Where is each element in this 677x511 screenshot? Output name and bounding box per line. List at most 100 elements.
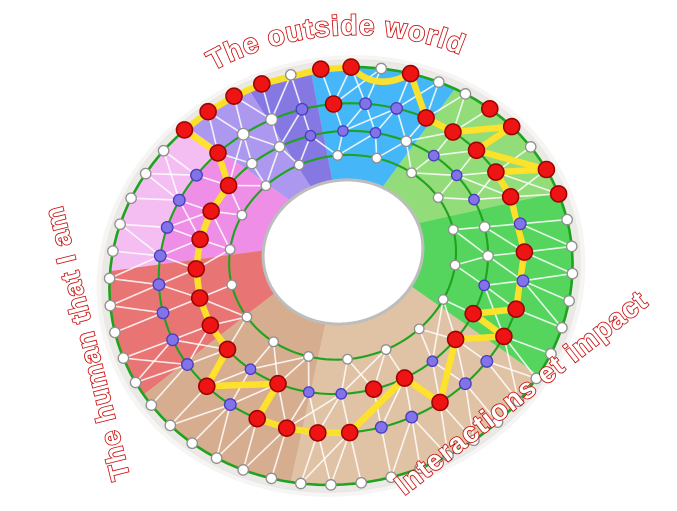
wheel-node-white[interactable] <box>265 113 279 126</box>
wheel-node-purple[interactable] <box>295 102 309 116</box>
wheel-node-red[interactable] <box>311 60 330 78</box>
wheel-node-white[interactable] <box>449 259 461 271</box>
wheel-node-purple[interactable] <box>374 420 388 434</box>
wheel-node-white[interactable] <box>224 244 236 255</box>
wheel-node-white[interactable] <box>332 149 344 161</box>
wheel-node-white[interactable] <box>468 434 480 447</box>
wheel-node-purple[interactable] <box>478 279 491 292</box>
wheel-node-purple[interactable] <box>468 193 480 206</box>
wheel-node-purple[interactable] <box>244 363 257 376</box>
wheel-node-purple[interactable] <box>152 278 166 292</box>
wheel-node-red[interactable] <box>364 380 383 399</box>
wheel-node-white[interactable] <box>145 399 158 411</box>
wheel-node-purple[interactable] <box>513 217 527 231</box>
wheel-node-purple[interactable] <box>160 220 174 234</box>
wheel-node-purple[interactable] <box>337 125 349 137</box>
wheel-node-white[interactable] <box>530 372 543 385</box>
wheel-node-white[interactable] <box>268 336 279 348</box>
wheel-node-white[interactable] <box>482 250 494 262</box>
wheel-node-white[interactable] <box>129 376 142 389</box>
wheel-node-purple[interactable] <box>359 97 372 111</box>
wheel-node-purple[interactable] <box>405 410 419 424</box>
wheel-node-purple[interactable] <box>369 126 382 139</box>
wheel-node-white[interactable] <box>432 76 445 88</box>
wheel-node-white[interactable] <box>491 416 504 428</box>
wheel-node-red[interactable] <box>502 117 521 136</box>
wheel-node-white[interactable] <box>157 144 170 157</box>
wheel-node-white[interactable] <box>355 476 368 489</box>
wheel-node-red[interactable] <box>175 121 194 139</box>
wheel-node-white[interactable] <box>566 267 579 280</box>
wheel-node-white[interactable] <box>260 180 272 192</box>
wheel-node-white[interactable] <box>284 68 297 81</box>
wheel-node-red[interactable] <box>401 64 420 83</box>
wheel-node-white[interactable] <box>385 471 398 484</box>
wheel-node-white[interactable] <box>139 167 152 180</box>
wheel-node-white[interactable] <box>432 192 444 204</box>
wheel-node-white[interactable] <box>325 479 337 491</box>
wheel-node-red[interactable] <box>248 409 267 428</box>
wheel-node-purple[interactable] <box>480 354 494 368</box>
wheel-node-purple[interactable] <box>335 388 348 400</box>
wheel-node-red[interactable] <box>209 144 227 162</box>
wheel-node-white[interactable] <box>273 140 286 153</box>
wheel-node-white[interactable] <box>414 462 427 474</box>
wheel-node-white[interactable] <box>104 299 117 312</box>
wheel-node-white[interactable] <box>303 351 314 362</box>
wheel-node-purple[interactable] <box>458 377 472 391</box>
wheel-node-white[interactable] <box>563 295 575 307</box>
wheel-node-white[interactable] <box>524 141 537 153</box>
wheel-node-white[interactable] <box>164 419 177 432</box>
wheel-node-purple[interactable] <box>166 333 180 347</box>
wheel-node-white[interactable] <box>413 323 425 335</box>
wheel-node-white[interactable] <box>478 221 491 233</box>
wheel-node-red[interactable] <box>501 188 520 206</box>
wheel-node-red[interactable] <box>480 100 499 118</box>
wheel-node-purple[interactable] <box>304 129 317 142</box>
wheel-node-red[interactable] <box>417 109 435 127</box>
wheel-node-purple[interactable] <box>427 149 440 162</box>
wheel-node-white[interactable] <box>114 218 126 231</box>
wheel-node-white[interactable] <box>236 209 248 221</box>
wheel-node-white[interactable] <box>561 213 573 226</box>
wheel-node-purple[interactable] <box>426 355 439 368</box>
wheel-node-red[interactable] <box>191 230 209 249</box>
wheel-node-purple[interactable] <box>450 169 463 182</box>
wheel-node-white[interactable] <box>117 352 130 364</box>
wheel-node-red[interactable] <box>219 176 238 195</box>
wheel-node-purple[interactable] <box>223 398 237 412</box>
wheel-node-white[interactable] <box>406 167 418 179</box>
wheel-node-red[interactable] <box>537 160 556 179</box>
wheel-node-white[interactable] <box>125 192 137 205</box>
wheel-node-red[interactable] <box>308 424 327 442</box>
wheel-node-white[interactable] <box>375 62 388 75</box>
wheel-node-purple[interactable] <box>156 306 170 320</box>
wheel-node-white[interactable] <box>186 437 199 450</box>
wheel-node-white[interactable] <box>400 135 413 148</box>
wheel-node-red[interactable] <box>342 58 360 76</box>
wheel-node-purple[interactable] <box>172 193 186 207</box>
wheel-node-red[interactable] <box>395 369 414 387</box>
wheel-node-white[interactable] <box>246 157 258 170</box>
wheel-node-white[interactable] <box>237 464 250 476</box>
wheel-node-white[interactable] <box>241 311 253 323</box>
wheel-node-red[interactable] <box>218 340 237 359</box>
wheel-node-white[interactable] <box>556 321 568 334</box>
wheel-node-white[interactable] <box>103 272 116 285</box>
wheel-node-red[interactable] <box>201 316 220 335</box>
wheel-node-red[interactable] <box>252 75 271 93</box>
wheel-node-red[interactable] <box>199 102 217 121</box>
wheel-node-white[interactable] <box>545 347 557 360</box>
wheel-node-red[interactable] <box>190 289 209 307</box>
wheel-node-purple[interactable] <box>302 386 315 398</box>
wheel-node-red[interactable] <box>446 330 465 349</box>
wheel-node-red[interactable] <box>187 260 205 278</box>
wheel-node-white[interactable] <box>107 245 119 257</box>
wheel-node-red[interactable] <box>549 185 568 203</box>
wheel-node-white[interactable] <box>437 294 449 305</box>
wheel-node-white[interactable] <box>512 395 525 408</box>
wheel-node-red[interactable] <box>198 377 216 396</box>
wheel-node-white[interactable] <box>294 477 307 490</box>
wheel-node-white[interactable] <box>447 224 459 236</box>
wheel-node-red[interactable] <box>431 393 449 412</box>
